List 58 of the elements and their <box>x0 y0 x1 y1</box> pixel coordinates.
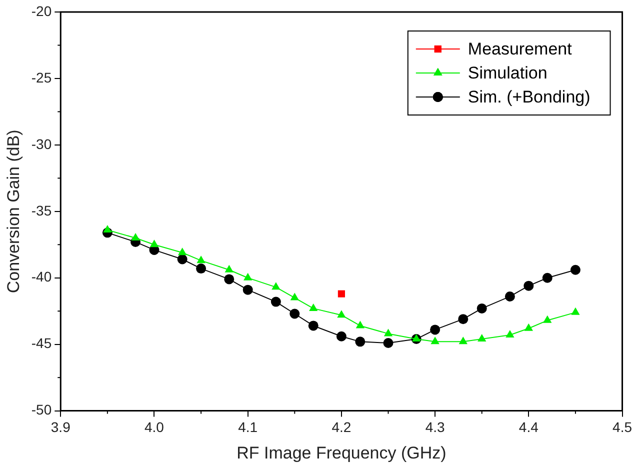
point <box>506 330 514 338</box>
point <box>244 272 252 280</box>
y-tick-label: -25 <box>31 69 52 86</box>
point <box>355 336 366 347</box>
point <box>272 282 280 290</box>
point <box>224 264 234 272</box>
point <box>224 274 234 284</box>
legend-label: Measurement <box>468 40 572 59</box>
y-tick-label: -50 <box>31 402 52 418</box>
point <box>177 254 188 264</box>
point <box>430 324 440 335</box>
point <box>383 338 394 348</box>
legend-label: Sim. (+Bonding) <box>468 88 590 107</box>
point <box>103 225 112 233</box>
point <box>504 291 515 302</box>
point <box>356 320 365 328</box>
point <box>570 264 580 275</box>
point <box>196 264 206 274</box>
point <box>337 310 346 318</box>
point <box>270 296 281 307</box>
point <box>524 280 534 291</box>
y-tick-label: -30 <box>31 136 52 152</box>
y-tick-label: -40 <box>31 268 52 285</box>
point <box>336 331 346 342</box>
y-tick-label: -35 <box>31 202 52 218</box>
x-tick-label: 4.2 <box>332 419 352 436</box>
point <box>338 290 345 298</box>
point <box>309 303 318 311</box>
point <box>242 284 253 295</box>
x-tick-label: 4.3 <box>425 419 445 436</box>
point <box>478 334 486 342</box>
x-axis-title: RF Image Frequency (GHz) <box>236 443 446 462</box>
x-tick-label: 4.1 <box>238 419 258 436</box>
point <box>458 336 468 344</box>
point <box>412 334 421 342</box>
point <box>458 314 468 324</box>
point <box>131 232 140 240</box>
x-tick-label: 4.0 <box>144 419 164 436</box>
point <box>476 303 487 314</box>
y-axis-title: Conversion Gain (dB) <box>4 130 23 294</box>
x-tick-label: 3.9 <box>50 419 71 436</box>
point <box>524 323 533 331</box>
point <box>150 240 159 248</box>
y-tick-label: -20 <box>31 2 52 19</box>
point <box>308 320 318 331</box>
point <box>196 256 206 264</box>
point <box>430 336 440 344</box>
legend-label: Simulation <box>468 64 548 83</box>
point <box>571 307 580 315</box>
point <box>178 248 187 256</box>
x-tick-label: 4.5 <box>612 419 632 436</box>
y-tick-label: -45 <box>31 335 52 352</box>
x-tick-label: 4.4 <box>518 419 539 436</box>
point <box>384 328 393 336</box>
point <box>543 315 552 323</box>
point <box>542 272 552 283</box>
point <box>290 292 299 300</box>
point <box>290 308 300 319</box>
